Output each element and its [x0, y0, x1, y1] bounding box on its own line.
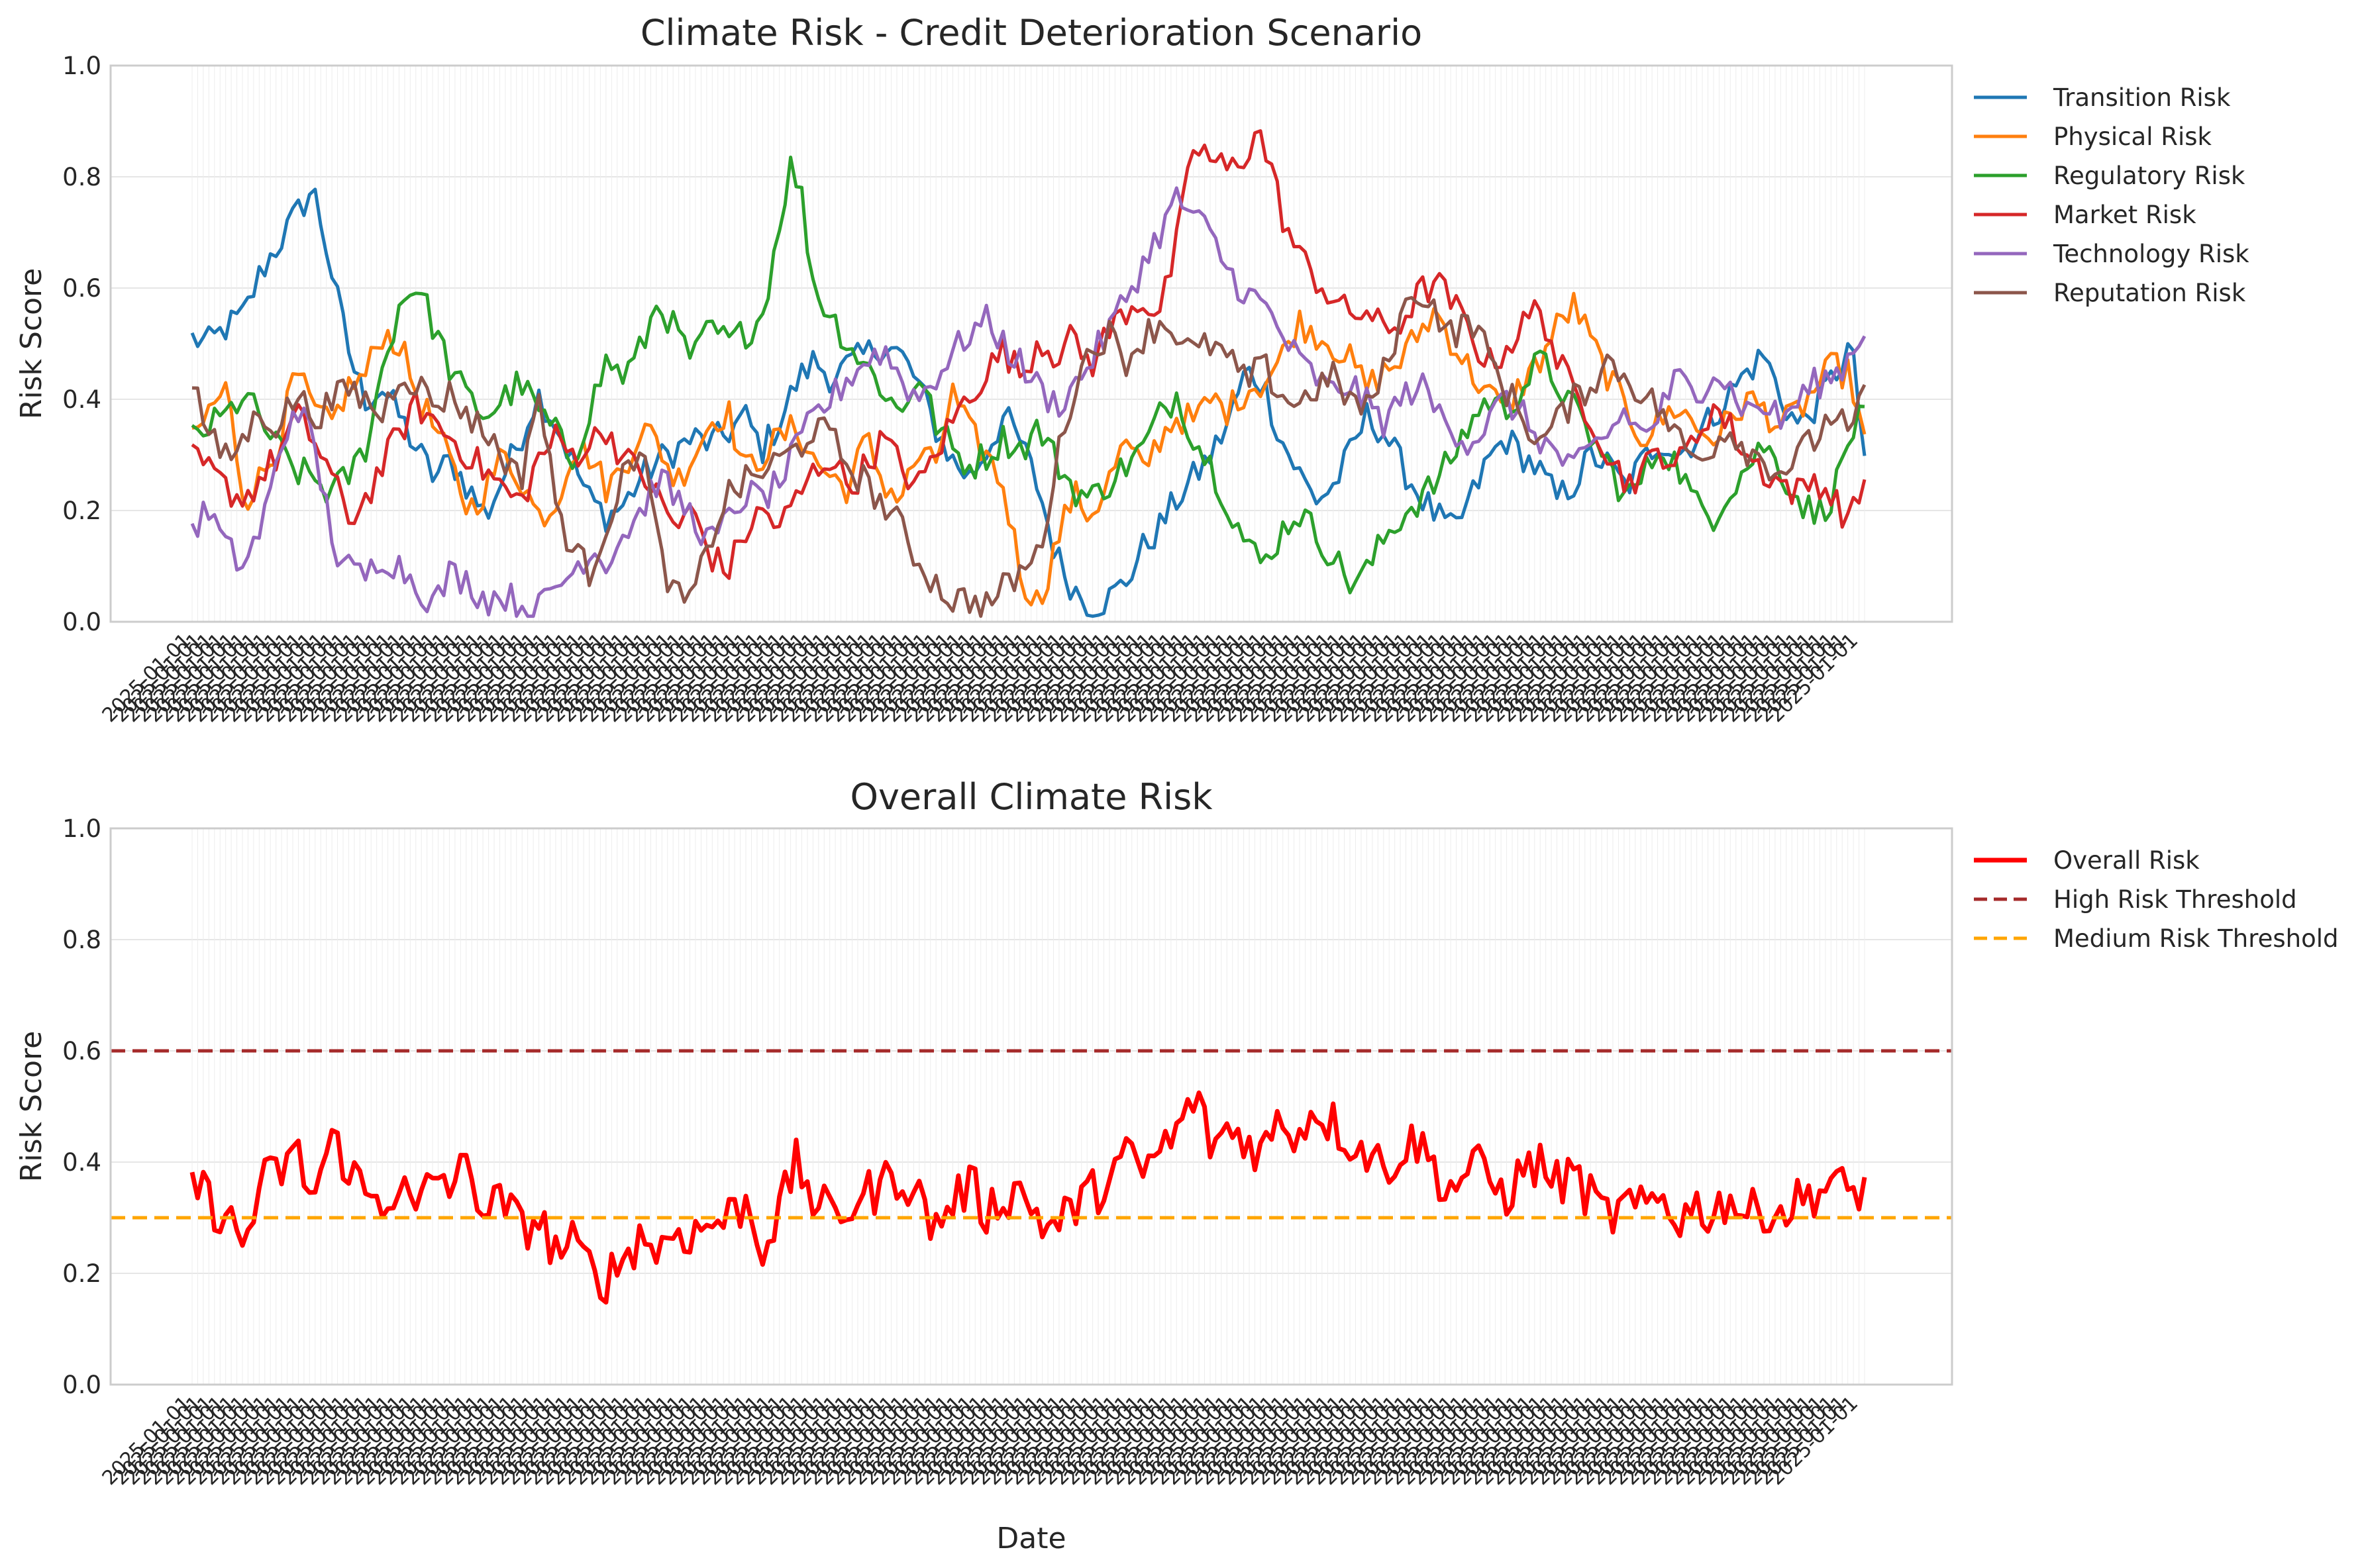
legend-entry: Physical Risk	[2053, 122, 2212, 151]
y-tick-label: 0.6	[62, 1037, 101, 1065]
y-tick-label: 0.0	[62, 1371, 101, 1399]
legend-entry: Technology Risk	[2053, 240, 2249, 268]
legend-entry: Reputation Risk	[2053, 279, 2246, 307]
top-chart-xticks: 2025-01-012025-01-012025-01-012025-01-01…	[98, 629, 1863, 727]
series-line	[189, 1090, 1867, 1305]
top-chart-series	[190, 129, 1867, 618]
y-tick-label: 1.0	[62, 814, 101, 843]
y-tick-label: 0.8	[62, 163, 101, 191]
top-chart-legend: Transition Risk Physical Risk Regulatory R…	[1974, 83, 2249, 307]
top-chart-frame	[109, 64, 1953, 623]
legend-entry: Overall Risk	[2053, 846, 2200, 875]
bottom-chart: Overall Climate Risk 0.00.20.40.60.81.0 …	[15, 776, 2339, 1555]
top-chart-title: Climate Risk - Credit Deterioration Scen…	[641, 12, 1422, 54]
top-chart-yticks: 0.0 0.2 0.4 0.6 0.8 1.0	[62, 52, 101, 636]
bottom-chart-xticks: 2025-01-012025-01-012025-01-012025-01-01…	[98, 1392, 1863, 1490]
y-tick-label: 0.0	[62, 608, 101, 636]
y-tick-label: 0.8	[62, 926, 101, 954]
bottom-chart-series	[111, 1049, 1952, 1305]
y-tick-label: 0.4	[62, 1148, 101, 1177]
series-line	[191, 291, 1867, 607]
y-tick-label: 0.2	[62, 1259, 101, 1288]
legend-entry: High Risk Threshold	[2053, 885, 2297, 914]
top-chart: Climate Risk - Credit Deterioration Scen…	[15, 12, 2249, 727]
series-line	[190, 187, 1867, 618]
legend-entry: Regulatory Risk	[2053, 162, 2245, 190]
y-tick-label: 0.2	[62, 497, 101, 525]
y-tick-label: 0.6	[62, 274, 101, 303]
top-chart-grid	[111, 65, 1952, 622]
bottom-chart-legend: Overall Risk High Risk Threshold Medium Ri…	[1974, 846, 2339, 953]
y-tick-label: 1.0	[62, 52, 101, 80]
bottom-chart-yticks: 0.0 0.2 0.4 0.6 0.8 1.0	[62, 814, 101, 1399]
bottom-chart-ylabel: Risk Score	[15, 1031, 48, 1182]
bottom-chart-xlabel: Date	[996, 1522, 1066, 1555]
bottom-chart-title: Overall Climate Risk	[850, 776, 1213, 818]
series-line	[191, 296, 1867, 618]
top-chart-ylabel: Risk Score	[15, 268, 48, 419]
bottom-chart-frame	[109, 827, 1953, 1386]
series-line	[191, 156, 1865, 595]
legend-entry: Transition Risk	[2053, 83, 2231, 112]
series-line	[191, 129, 1867, 580]
series-line	[190, 186, 1867, 618]
legend-entry: Medium Risk Threshold	[2053, 924, 2339, 953]
legend-entry: Market Risk	[2053, 201, 2196, 229]
y-tick-label: 0.4	[62, 385, 101, 414]
bottom-chart-grid	[111, 828, 1952, 1385]
